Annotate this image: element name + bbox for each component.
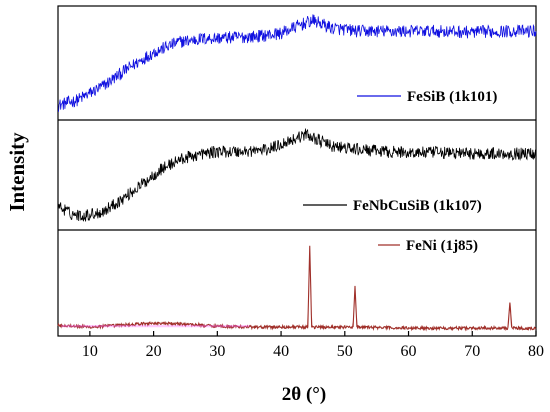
x-tick-label: 70 [464, 343, 480, 360]
x-tick-label: 10 [82, 343, 98, 360]
y-axis-title: Intensity [5, 132, 29, 212]
x-tick-label: 40 [273, 343, 289, 360]
x-tick-label: 80 [528, 343, 544, 360]
xrd-trace [57, 14, 537, 112]
legend-label: FeNi (1j85) [406, 238, 478, 254]
legend-label: FeSiB (1k101) [407, 89, 497, 105]
legend-group: FeSiB (1k101) FeNbCuSiB (1k107) FeNi (1j85… [303, 89, 497, 254]
x-tick-label: 30 [209, 343, 225, 360]
legend-label: FeNbCuSiB (1k107) [353, 198, 482, 214]
plot-panels [57, 5, 537, 337]
x-axis-ticks: 10 20 30 40 50 60 70 80 [82, 331, 544, 360]
x-tick-label: 50 [337, 343, 353, 360]
xrd-trace [57, 245, 537, 332]
x-axis-title: 2θ (°) [282, 384, 326, 405]
x-tick-label: 20 [146, 343, 162, 360]
xrd-traces [57, 14, 537, 332]
x-tick-label: 60 [401, 343, 417, 360]
plot-frame [57, 5, 537, 337]
xrd-trace [57, 128, 537, 222]
